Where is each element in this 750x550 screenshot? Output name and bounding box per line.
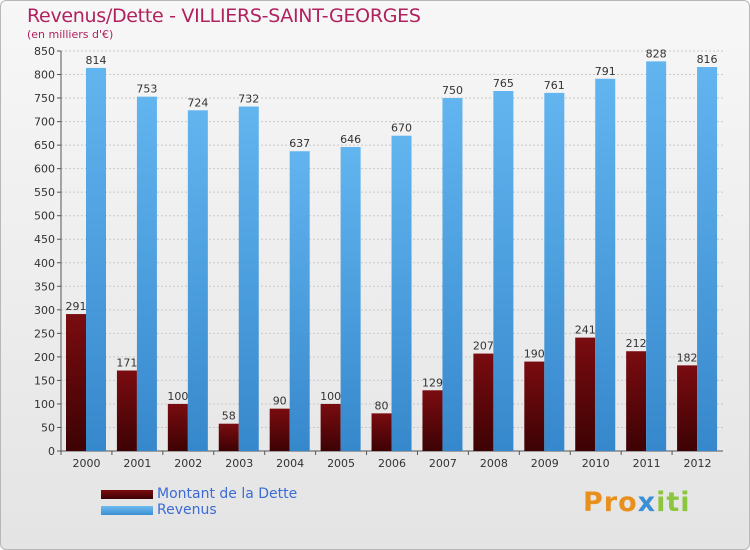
y-tick-label: 50 (41, 421, 55, 434)
y-tick-label: 100 (34, 398, 55, 411)
bar-revenue-2006 (391, 135, 412, 452)
data-label-debt: 207 (473, 340, 494, 353)
bar-revenue-2007 (442, 98, 463, 451)
bar-revenue-2003 (238, 106, 259, 451)
bar-debt-2002 (167, 403, 188, 451)
y-tick-label: 600 (34, 163, 55, 176)
bar-revenue-2009 (544, 92, 565, 451)
bar-debt-2007 (422, 390, 443, 451)
labels: 0 50 100 150 200 250 300 350 400 450 500 550 600 650 7… (34, 45, 718, 470)
bar-revenue-2002 (187, 110, 208, 451)
y-tick-label: 550 (34, 186, 55, 199)
bar-debt-2011 (626, 351, 647, 451)
bar-debt-2008 (473, 353, 494, 451)
x-tick-label: 2004 (276, 457, 304, 470)
data-label-debt: 212 (626, 337, 647, 350)
bar-debt-2009 (524, 361, 545, 451)
legend-item-revenue: Revenus (101, 502, 321, 518)
y-tick-label: 650 (34, 139, 55, 152)
x-tick-label: 2007 (429, 457, 457, 470)
data-label-debt: 291 (66, 300, 87, 313)
x-tick-label: 2005 (327, 457, 355, 470)
data-label-revenue: 670 (391, 122, 412, 135)
data-label-debt: 100 (167, 390, 188, 403)
bar-debt-2010 (575, 337, 596, 451)
y-tick-label: 200 (34, 351, 55, 364)
chart-subtitle: (en milliers d'€) (27, 28, 114, 41)
x-tick-label: 2006 (378, 457, 406, 470)
data-label-debt: 129 (422, 376, 443, 389)
proxiti-logo: Proxiti (583, 487, 691, 518)
data-label-debt: 80 (375, 399, 389, 412)
data-label-revenue: 828 (646, 47, 667, 60)
bar-debt-2001 (116, 370, 137, 451)
bar-debt-2004 (269, 408, 290, 451)
bars (66, 61, 718, 452)
bar-debt-2003 (218, 423, 239, 451)
x-tick-label: 2008 (480, 457, 508, 470)
data-label-debt: 90 (273, 395, 287, 408)
y-tick-label: 700 (34, 116, 55, 129)
data-label-revenue: 753 (136, 83, 157, 96)
x-tick-label: 2009 (531, 457, 559, 470)
data-label-revenue: 750 (442, 84, 463, 97)
bar-debt-2006 (371, 413, 392, 451)
data-label-debt: 58 (222, 410, 236, 423)
x-tick-label: 2011 (633, 457, 661, 470)
legend-swatch-revenue (101, 506, 153, 515)
chart-title: Revenus/Dette - VILLIERS-SAINT-GEORGES (27, 5, 421, 27)
y-tick-label: 250 (34, 327, 55, 340)
legend-label-revenue: Revenus (157, 502, 217, 518)
data-label-revenue: 765 (493, 77, 514, 90)
legend-label-debt: Montant de la Dette (157, 486, 298, 502)
data-label-revenue: 732 (238, 93, 259, 106)
bar-revenue-2010 (595, 78, 616, 451)
legend-swatch-debt (101, 490, 153, 499)
bar-revenue-2004 (289, 151, 310, 451)
data-label-revenue: 791 (595, 65, 616, 78)
data-label-revenue: 637 (289, 137, 310, 150)
bar-revenue-2005 (340, 147, 361, 451)
x-tick-label: 2012 (684, 457, 712, 470)
bar-debt-2000 (66, 314, 86, 451)
y-tick-label: 750 (34, 92, 55, 105)
y-tick-label: 0 (48, 445, 55, 458)
bar-revenue-2008 (493, 91, 514, 451)
x-tick-label: 2010 (582, 457, 610, 470)
y-tick-label: 450 (34, 233, 55, 246)
data-label-debt: 100 (320, 390, 341, 403)
bar-debt-2005 (320, 403, 341, 451)
x-tick-label: 2003 (225, 457, 253, 470)
bar-revenue-2000 (86, 67, 106, 452)
y-tick-label: 300 (34, 304, 55, 317)
data-label-debt: 182 (677, 351, 698, 364)
y-tick-label: 850 (34, 45, 55, 58)
legend-item-debt: Montant de la Dette (101, 486, 321, 502)
x-tick-label: 2002 (174, 457, 202, 470)
bar-revenue-2011 (646, 61, 667, 452)
y-tick-label: 800 (34, 69, 55, 82)
data-label-revenue: 814 (86, 54, 107, 67)
data-label-revenue: 816 (697, 53, 718, 66)
bar-revenue-2012 (697, 67, 718, 451)
data-label-debt: 190 (524, 348, 545, 361)
data-label-revenue: 761 (544, 79, 565, 92)
y-tick-label: 400 (34, 257, 55, 270)
data-label-revenue: 724 (187, 96, 208, 109)
data-label-debt: 241 (575, 324, 596, 337)
bar-debt-2012 (677, 365, 698, 451)
y-tick-label: 350 (34, 280, 55, 293)
legend: Montant de la Dette Revenus (101, 486, 321, 518)
data-label-debt: 171 (116, 357, 137, 370)
data-label-revenue: 646 (340, 133, 361, 146)
x-tick-label: 2001 (123, 457, 151, 470)
y-tick-label: 150 (34, 374, 55, 387)
y-tick-label: 500 (34, 210, 55, 223)
bar-revenue-2001 (136, 96, 157, 451)
x-tick-label: 2000 (72, 457, 100, 470)
